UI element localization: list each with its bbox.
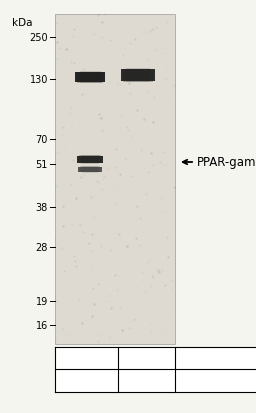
Bar — [126, 69, 150, 83]
Bar — [82, 166, 98, 173]
Text: -: - — [136, 375, 140, 386]
Bar — [121, 70, 155, 82]
Text: 28: 28 — [36, 242, 48, 252]
Text: +: + — [76, 375, 84, 386]
Bar — [121, 70, 155, 82]
Bar — [79, 156, 101, 164]
Text: 16: 16 — [36, 320, 48, 330]
Text: kDa: kDa — [12, 18, 33, 28]
Text: 130: 130 — [30, 75, 48, 85]
Text: 70: 70 — [36, 135, 48, 145]
Text: 51: 51 — [36, 159, 48, 170]
Bar — [78, 167, 102, 172]
Text: 19: 19 — [36, 296, 48, 306]
Bar — [55, 15, 175, 344]
Bar — [78, 167, 102, 172]
Bar — [75, 73, 105, 83]
Bar — [77, 72, 103, 83]
Bar — [80, 72, 101, 84]
Text: TPA Treatment: TPA Treatment — [177, 375, 253, 386]
Text: 250: 250 — [29, 33, 48, 43]
Text: Cell Lysate: Cell Lysate — [187, 353, 243, 363]
Bar — [77, 156, 103, 163]
Text: PPAR-gamma: PPAR-gamma — [197, 156, 256, 169]
Bar — [55, 347, 256, 392]
Bar — [77, 156, 103, 163]
Bar — [80, 166, 100, 173]
Text: U937: U937 — [73, 353, 101, 363]
Bar — [123, 69, 153, 82]
Bar — [81, 155, 99, 164]
Text: 38: 38 — [36, 202, 48, 212]
Bar — [75, 73, 105, 83]
